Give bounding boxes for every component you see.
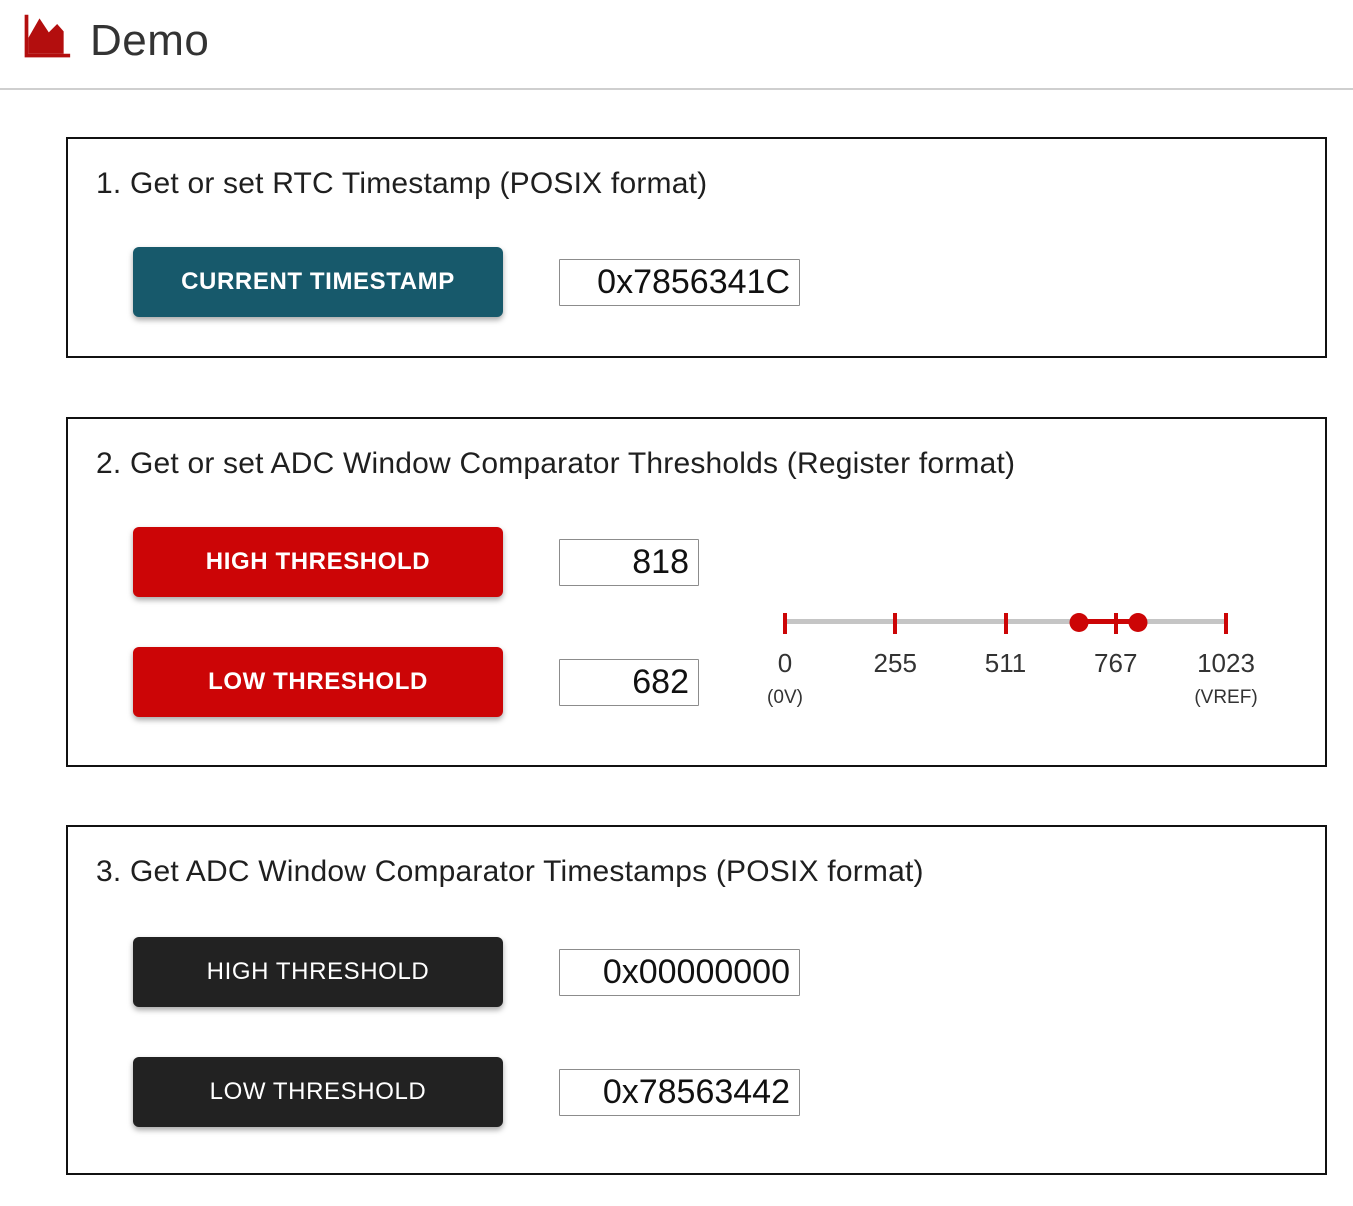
section-rtc-timestamp: 1. Get or set RTC Timestamp (POSIX forma… (66, 137, 1327, 358)
slider-handle-low[interactable] (1069, 613, 1089, 632)
low-threshold-input[interactable] (559, 659, 699, 706)
current-timestamp-button[interactable]: CURRENT TIMESTAMP (133, 247, 503, 317)
slider-tick (1224, 613, 1228, 634)
slider-handle-high[interactable] (1128, 613, 1148, 632)
low-threshold-timestamp-input[interactable] (559, 1069, 800, 1116)
slider-tick-label: 255 (873, 648, 917, 678)
section-2-heading: 2. Get or set ADC Window Comparator Thre… (96, 447, 1016, 480)
slider-tick-label: 1023 (1197, 648, 1255, 678)
slider-tick-label: 0 (777, 648, 793, 678)
slider-tick (893, 613, 898, 634)
slider-range (1078, 619, 1138, 624)
slider-tick-label: 767 (1094, 648, 1138, 678)
area-chart-logo-icon (24, 14, 71, 58)
low-threshold-button[interactable]: LOW THRESHOLD (133, 647, 503, 717)
high-threshold-input[interactable] (559, 539, 699, 586)
rtc-timestamp-input[interactable] (559, 259, 800, 306)
high-threshold-button[interactable]: HIGH THRESHOLD (133, 527, 503, 597)
low-threshold-timestamp-button[interactable]: LOW THRESHOLD (133, 1057, 503, 1127)
section-1-heading: 1. Get or set RTC Timestamp (POSIX forma… (96, 167, 708, 200)
slider-tick (1003, 613, 1008, 634)
high-threshold-timestamp-input[interactable] (559, 949, 800, 996)
section-3-heading: 3. Get ADC Window Comparator Timestamps … (96, 855, 924, 888)
slider-tick-label: 511 (984, 648, 1027, 678)
slider-min-sublabel: (0V) (767, 687, 803, 708)
section-adc-timestamps: 3. Get ADC Window Comparator Timestamps … (66, 825, 1327, 1175)
slider-tick (783, 613, 787, 634)
slider-max-sublabel: (VREF) (1194, 687, 1258, 708)
high-threshold-timestamp-button[interactable]: HIGH THRESHOLD (133, 937, 503, 1007)
section-adc-thresholds: 2. Get or set ADC Window Comparator Thre… (66, 417, 1327, 767)
threshold-range-slider: 0 255 511 767 1023 (0V) (VREF) (767, 419, 1258, 765)
header-divider (0, 88, 1353, 90)
page-title: Demo (90, 16, 210, 65)
